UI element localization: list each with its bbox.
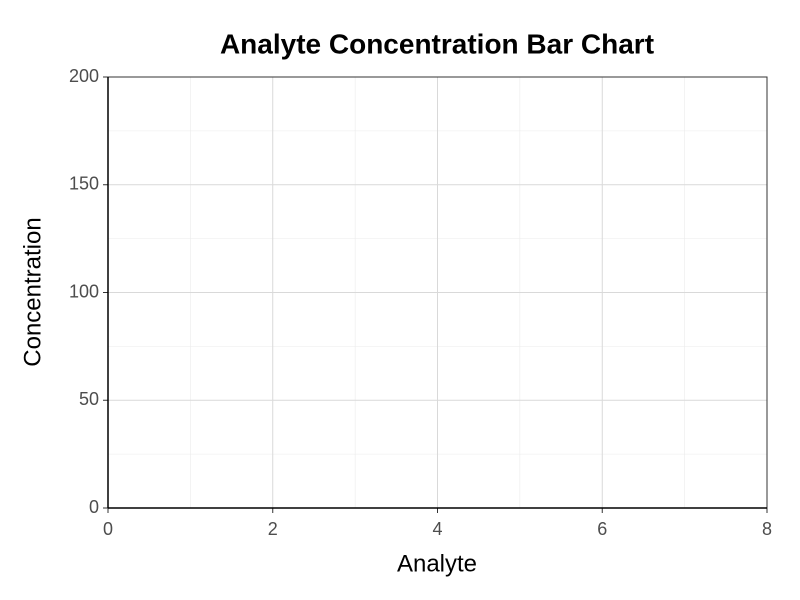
x-tick-label: 6 (597, 519, 607, 539)
y-tick-label: 50 (79, 389, 99, 409)
x-tick-label: 2 (268, 519, 278, 539)
x-axis-label: Analyte (397, 550, 477, 577)
x-tick-label: 8 (762, 519, 772, 539)
y-axis-label: Concentration (19, 217, 46, 366)
y-tick-label: 150 (69, 174, 99, 194)
x-tick-label: 4 (432, 519, 442, 539)
y-tick-label: 200 (69, 66, 99, 86)
chart-title: Analyte Concentration Bar Chart (220, 28, 654, 59)
y-tick-label: 100 (69, 281, 99, 301)
y-tick-label: 0 (89, 497, 99, 517)
x-tick-label: 0 (103, 519, 113, 539)
